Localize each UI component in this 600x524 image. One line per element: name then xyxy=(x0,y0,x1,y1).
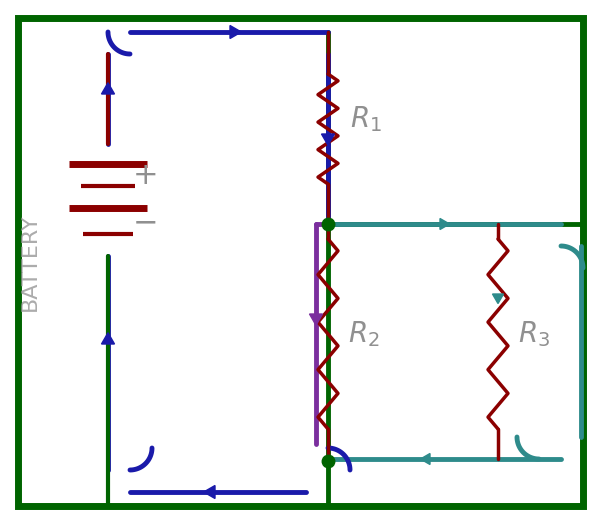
Text: +: + xyxy=(133,160,159,190)
Polygon shape xyxy=(493,294,503,303)
Text: $R_3$: $R_3$ xyxy=(518,319,550,349)
Polygon shape xyxy=(322,134,335,145)
Text: BATTERY: BATTERY xyxy=(20,213,40,311)
Text: −: − xyxy=(133,209,159,237)
Polygon shape xyxy=(310,314,323,325)
Polygon shape xyxy=(230,26,241,38)
Polygon shape xyxy=(101,83,115,94)
Polygon shape xyxy=(440,219,449,230)
Text: $R_2$: $R_2$ xyxy=(348,319,380,349)
Polygon shape xyxy=(204,486,215,498)
Polygon shape xyxy=(101,333,115,344)
Polygon shape xyxy=(421,453,430,464)
Text: $R_1$: $R_1$ xyxy=(350,104,382,134)
